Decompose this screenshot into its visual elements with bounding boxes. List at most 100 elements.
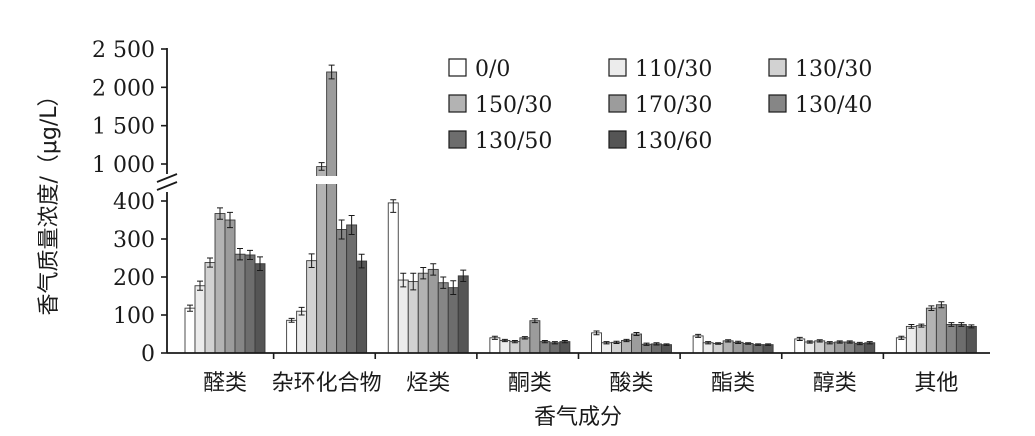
legend: 0/0 110/30 130/30 150/30 170/30 130/40 130/50 1… [448, 57, 872, 154]
error-bar [968, 324, 975, 329]
error-bar [207, 257, 213, 268]
error-bar [247, 249, 253, 261]
bar [489, 337, 501, 354]
error-bar [613, 340, 620, 344]
x-category-label: 其他 [914, 371, 958, 396]
y-tick-label: 2 500 [92, 38, 155, 63]
error-bar [928, 305, 935, 311]
bar [935, 304, 947, 354]
error-bar [541, 339, 548, 344]
error-bar [501, 338, 508, 343]
error-bar [450, 280, 457, 295]
bar [417, 272, 429, 354]
error-bar [755, 343, 762, 346]
error-bar [948, 322, 955, 327]
bar [346, 224, 358, 354]
legend-label: 170/30 [635, 93, 712, 118]
error-bar [918, 323, 925, 328]
error-bar [603, 341, 610, 345]
y-tick-label: 2 000 [92, 76, 155, 101]
bar [905, 325, 917, 354]
legend-swatch [608, 94, 627, 113]
bar-group-2 [386, 176, 471, 354]
legend-item: 0/0 [448, 57, 510, 82]
x-category-label: 醇类 [813, 371, 857, 396]
error-bar [561, 339, 568, 344]
legend-swatch [608, 58, 627, 77]
error-bar [511, 339, 518, 344]
bar [539, 341, 551, 354]
x-category-label: 酯类 [711, 371, 755, 396]
bar [955, 324, 967, 354]
bar [915, 325, 927, 354]
break-gap [792, 176, 877, 184]
bar [447, 287, 459, 354]
error-bar [460, 269, 467, 283]
bar [427, 268, 439, 354]
bar-groups [183, 64, 979, 354]
y-tick-label: 200 [113, 266, 155, 291]
bar [457, 275, 469, 354]
error-bar [288, 317, 295, 323]
y-tick-label: 100 [113, 304, 155, 329]
axis-break-mark [156, 173, 178, 191]
legend-label: 110/30 [635, 57, 712, 82]
error-bar [237, 248, 243, 261]
upper-y-ticks: 1 000 1 500 2 000 2 500 [92, 38, 167, 178]
bar [519, 337, 531, 354]
bar [254, 263, 266, 354]
bar [336, 229, 348, 354]
legend-item: 130/30 [768, 57, 872, 82]
legend-swatch [768, 94, 787, 113]
error-bar [318, 162, 325, 171]
legend-label: 130/60 [635, 129, 712, 154]
x-category-label: 醛类 [203, 371, 247, 396]
x-category-ticks: 醛类 杂环化合物 烃类 酮类 酸类 酯类 醇类 其他 [203, 353, 958, 396]
bar [356, 260, 368, 354]
error-bar [593, 330, 600, 336]
break-gap [487, 176, 572, 184]
error-bar [663, 343, 670, 346]
break-gap [284, 176, 369, 184]
error-bar [420, 267, 427, 280]
y-tick-label: 300 [113, 228, 155, 253]
bar [804, 341, 816, 354]
error-bar [836, 340, 843, 344]
bar [194, 285, 206, 354]
error-bar [715, 342, 722, 345]
bar [286, 319, 298, 354]
error-bar [695, 333, 702, 338]
bar [244, 254, 256, 354]
legend-item: 110/30 [608, 57, 712, 82]
legend-item: 130/50 [448, 129, 552, 154]
error-bar [705, 341, 712, 345]
error-bar [491, 335, 498, 340]
break-gap [386, 176, 471, 184]
break-gap [894, 176, 979, 184]
x-category-label: 酮类 [508, 371, 552, 396]
error-bar [187, 304, 193, 312]
error-bar [308, 253, 315, 268]
legend-item: 130/60 [608, 129, 712, 154]
bar [387, 202, 399, 354]
legend-label: 0/0 [475, 57, 510, 82]
bar [529, 320, 541, 354]
error-bar [298, 306, 305, 316]
bar [437, 282, 449, 354]
bar-group-3 [487, 176, 572, 354]
error-bar [846, 340, 853, 344]
error-bar [735, 340, 742, 344]
error-bar [765, 343, 772, 346]
bar [316, 166, 328, 354]
y-tick-label: 1 000 [92, 153, 155, 178]
error-bar [531, 318, 538, 324]
error-bar [338, 219, 345, 240]
bar [397, 279, 409, 354]
bar [722, 340, 734, 354]
error-bar [898, 335, 905, 340]
bar [712, 343, 724, 354]
legend-swatch [448, 130, 467, 149]
error-bar [653, 342, 660, 346]
error-bar [521, 336, 528, 340]
